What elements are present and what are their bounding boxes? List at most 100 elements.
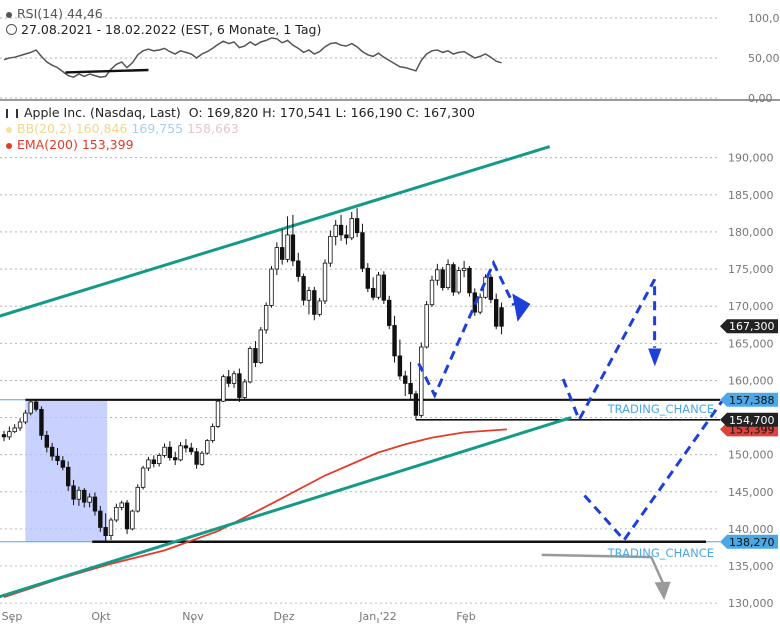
candle-body [360,232,365,269]
bb-legend: BB(20,2) 160,846 169,755 158,663 [6,121,239,136]
ohlc-values: O: 169,820 H: 170,541 L: 166,190 C: 167,… [188,105,475,120]
rsi-line [3,37,502,79]
rsi-value: 44,46 [66,6,103,21]
candle-body [23,412,28,423]
price-tick-label: 190,000 [728,152,774,165]
candle-body [135,486,140,512]
candle-body [247,348,253,383]
candle-body [146,459,151,469]
candle-body [322,262,328,302]
candle-body [172,457,178,461]
candle-body [301,276,306,301]
candle-body [44,434,49,448]
candle-body [215,400,221,427]
bb-mid: 160,846 [75,121,128,136]
candle-body [237,373,242,398]
forecast-path-3 [583,400,724,543]
candle-body [290,234,296,262]
candle-body [7,431,12,438]
candle-body [381,274,387,301]
price-tag-support-lower-bg [720,412,778,427]
candle-body [226,376,231,384]
candle-body [114,506,119,521]
price-tag-bottom-bg [720,534,778,549]
candle-body [312,290,317,315]
candle-body [221,376,226,402]
price-tick-label: 185,000 [728,189,774,202]
price-tick-label: 145,000 [728,486,774,499]
bb-legend-dot [6,126,12,133]
price-tick-label: 175,000 [728,263,774,276]
channel-upper-line [0,145,551,318]
price-tick-label: 150,000 [728,449,774,462]
candle-body [386,299,392,326]
price-tag-last-bg [720,319,778,334]
candle-body [103,527,108,536]
candle-body [130,510,135,530]
price-tag-support-lower: 154,700 [729,414,775,427]
rsi-tick-label: 0,00 [748,92,773,105]
candle-body [205,440,210,454]
candle-body [370,287,376,298]
candle-body [33,401,39,410]
instrument-legend: Apple Inc. (Nasdaq, Last) O: 169,820 H: … [6,105,475,120]
ema-legend-dot [6,142,12,149]
candle-body [499,307,504,327]
forecast-arrow-1 [512,293,531,322]
date-range: 27.08.2021 - 18.02.2022 [21,22,177,37]
candle-body [397,355,403,377]
price-tick-label: 165,000 [728,337,774,350]
price-tick-label: 130,000 [728,597,774,610]
x-tick-label: Nov [182,610,204,623]
candle-body [199,452,205,465]
candle-body [183,445,189,449]
x-tick-label: Sep [2,610,23,623]
candle-body [338,224,344,236]
candle-body [440,269,445,289]
candle-body [12,427,17,433]
candle-body [274,247,280,270]
price-tag-bottom: 138,270 [729,536,775,549]
candle-body [328,235,333,264]
candle-body [17,421,23,429]
candle-body [285,234,290,260]
candle-icon [6,109,18,118]
x-tick-label: Feb [456,610,475,623]
candle-body [178,445,183,461]
rsi-tick-label: 50,00 [748,52,780,65]
forecast-path-1 [417,259,516,399]
candle-body [419,346,424,416]
candle-body [49,446,55,457]
rsi-legend-dot [6,11,12,18]
price-tag-support-upper: 157,388 [729,394,775,407]
candle-body [461,267,467,271]
candle-body [162,446,167,456]
candle-body [151,459,156,464]
rsi-trendline [65,68,149,74]
candle-body [333,224,338,237]
candle-body [269,268,274,306]
candle-body [408,382,413,395]
candle-body [488,276,494,300]
candle-body [354,218,360,234]
bb-label: BB(20,2) [17,121,72,136]
forecast-path-2 [561,278,657,424]
candle-body [429,279,435,306]
candle-body [108,519,114,536]
channel-lower-line [0,416,572,599]
price-tick-label: 140,000 [728,523,774,536]
clock-icon [6,24,17,35]
candle-body [435,269,440,281]
ema-legend: EMA(200) 153,399 [6,137,134,152]
grey-path [541,553,665,586]
candle-body [189,447,194,453]
candle-body [349,218,354,239]
rsi-label: RSI(14) [17,6,63,21]
candle-body [456,270,461,293]
candle-body [344,234,349,239]
candle-body [317,300,322,315]
candle-body [279,247,285,260]
rsi-tick-label: 100,00 [748,12,780,25]
candle-body [365,267,370,289]
